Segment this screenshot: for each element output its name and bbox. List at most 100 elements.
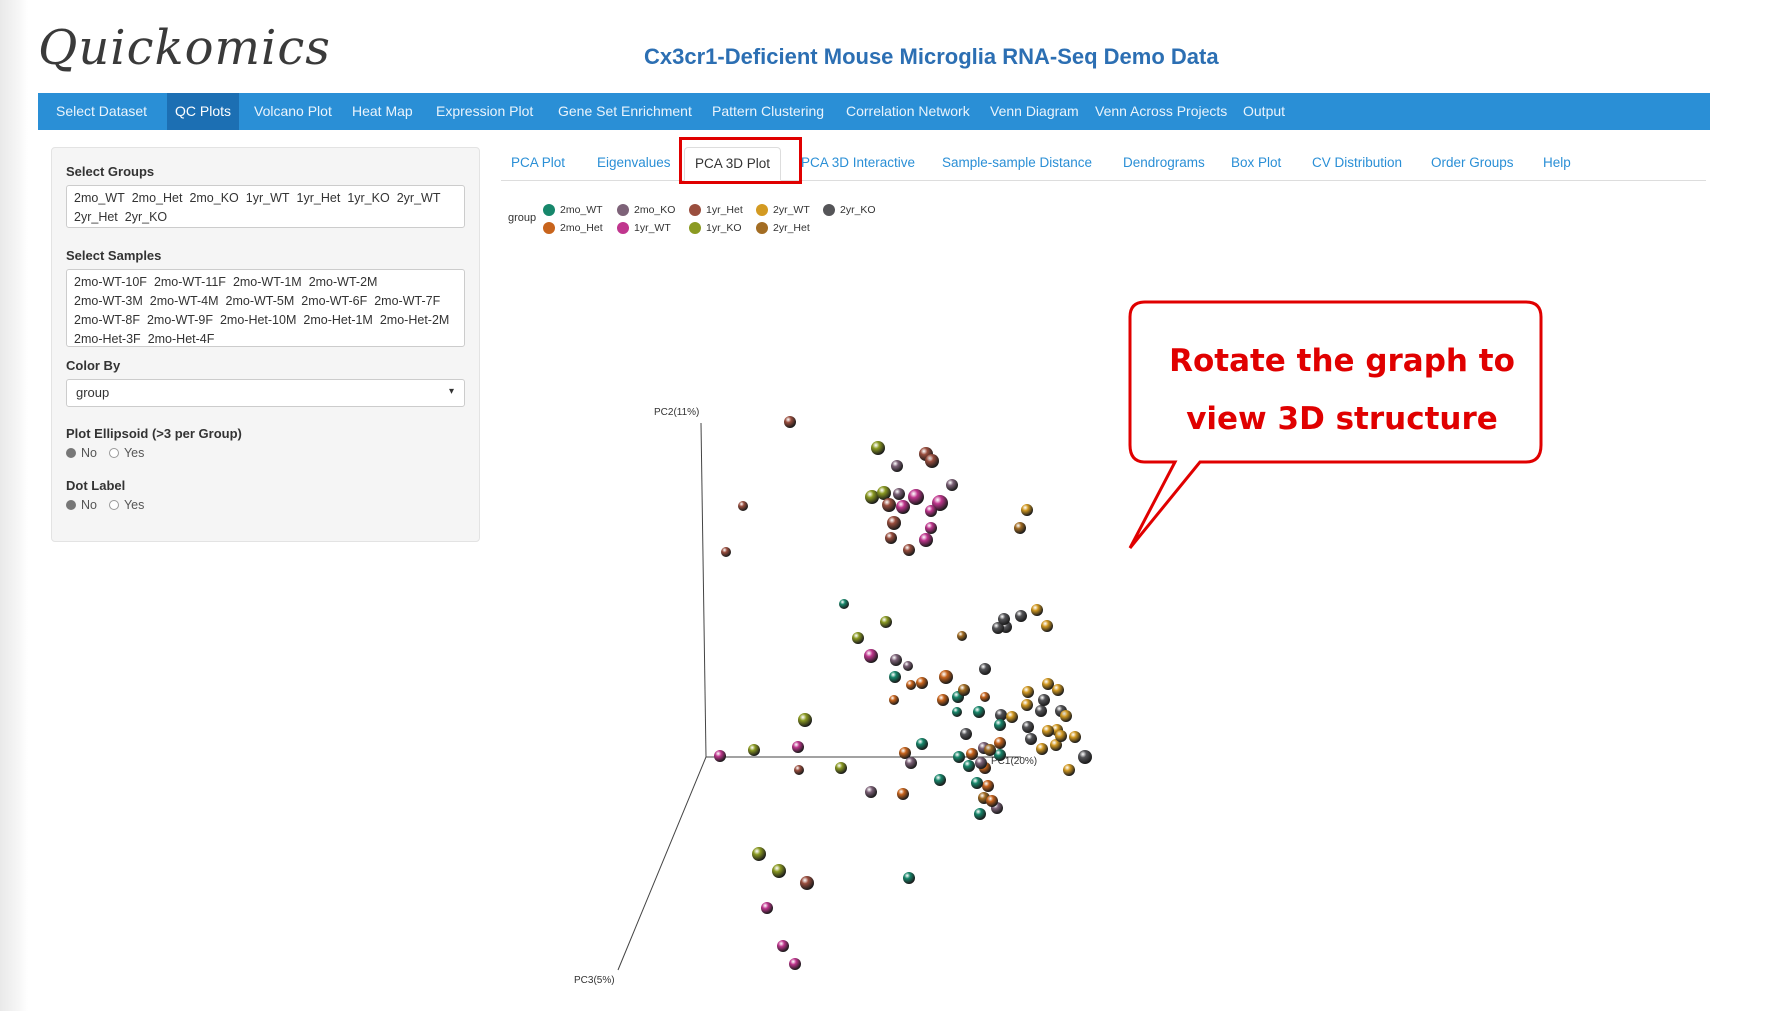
callout-line-1: Rotate the graph to <box>1169 343 1515 379</box>
sample-point <box>952 707 962 717</box>
main-navbar: Select Dataset QC Plots Volcano Plot Hea… <box>38 93 1710 130</box>
sample-point <box>800 876 814 890</box>
sample-point <box>982 780 994 792</box>
sample-chip[interactable]: 2mo-WT-1M <box>232 275 302 289</box>
sample-point <box>975 757 987 769</box>
select-samples-label: Select Samples <box>66 248 162 263</box>
select-samples-input[interactable]: 2mo-WT-10F 2mo-WT-11F 2mo-WT-1M 2mo-WT-2… <box>66 269 465 347</box>
sample-point <box>889 695 899 705</box>
tab-eigenvalues[interactable]: Eigenvalues <box>597 155 671 170</box>
sample-point <box>1022 686 1034 698</box>
pc2-axis-label: PC2(11%) <box>654 407 699 418</box>
sample-chip[interactable]: 2mo-Het-1M <box>303 313 373 327</box>
group-chip[interactable]: 1yr_KO <box>347 191 390 205</box>
sample-point <box>1060 710 1072 722</box>
tab-order-groups[interactable]: Order Groups <box>1431 155 1514 170</box>
chevron-down-icon: ▾ <box>448 386 454 397</box>
nav-gene-set-enrichment[interactable]: Gene Set Enrichment <box>558 103 692 119</box>
sample-point <box>882 498 896 512</box>
nav-correlation-network[interactable]: Correlation Network <box>846 103 970 119</box>
pc1-axis-label: PC1(20%) <box>991 756 1037 767</box>
sample-chip[interactable]: 2mo-WT-6F <box>301 294 368 308</box>
nav-select-dataset[interactable]: Select Dataset <box>56 103 148 119</box>
legend-label: 2yr_KO <box>840 204 876 216</box>
sample-point <box>748 744 760 756</box>
tab-sample-distance[interactable]: Sample-sample Distance <box>942 155 1093 170</box>
legend-swatch <box>543 204 555 216</box>
tab-pca-3d-interactive[interactable]: PCA 3D Interactive <box>801 155 916 170</box>
radio-no[interactable] <box>66 448 76 458</box>
sample-chip[interactable]: 2mo-WT-10F <box>74 275 147 289</box>
sample-chip[interactable]: 2mo-WT-9F <box>146 313 213 327</box>
sample-point <box>789 958 801 970</box>
sample-point <box>957 631 967 641</box>
radio-yes[interactable] <box>108 448 119 458</box>
sample-point <box>903 872 915 884</box>
group-chip[interactable]: 2mo_WT <box>74 191 125 205</box>
sample-point <box>1015 610 1027 622</box>
sample-chip[interactable]: 2mo-Het-10M <box>219 313 297 327</box>
radio-no[interactable] <box>66 500 76 510</box>
sample-chip[interactable]: 2mo-WT-5M <box>225 294 295 308</box>
group-chip[interactable]: 1yr_Het <box>296 191 341 205</box>
sample-point <box>1063 764 1075 776</box>
sample-chip[interactable]: 2mo-WT-11F <box>153 275 226 289</box>
legend-swatch <box>617 222 629 234</box>
group-chip[interactable]: 2yr_WT <box>396 191 441 205</box>
pca-3d-plot[interactable]: PC2(11%) PC1(20%) PC3(5%) <box>501 190 1151 990</box>
nav-volcano-plot[interactable]: Volcano Plot <box>254 103 332 119</box>
sample-point <box>984 744 996 756</box>
sample-chip[interactable]: 2mo-WT-3M <box>74 294 143 308</box>
tab-pca-3d-plot[interactable]: PCA 3D Plot <box>684 147 782 181</box>
sample-point <box>925 454 939 468</box>
sample-point <box>1014 522 1026 534</box>
callout-text: Rotate the graph to view 3D structure <box>1136 332 1548 448</box>
sample-point <box>946 479 958 491</box>
sample-point <box>958 684 970 696</box>
sample-point <box>905 757 917 769</box>
tab-box-plot[interactable]: Box Plot <box>1231 155 1282 170</box>
sample-chip[interactable]: 2mo-Het-3F <box>74 332 141 346</box>
legend-swatch <box>617 204 629 216</box>
nav-heat-map[interactable]: Heat Map <box>352 103 413 119</box>
nav-venn-diagram[interactable]: Venn Diagram <box>990 103 1079 119</box>
group-chip[interactable]: 2yr_Het <box>74 210 118 224</box>
sample-point <box>890 654 902 666</box>
color-by-value: group <box>76 385 110 400</box>
sample-chip[interactable]: 2mo-WT-7F <box>374 294 441 308</box>
legend-label: 1yr_WT <box>634 222 671 234</box>
nav-pattern-clustering[interactable]: Pattern Clustering <box>712 103 825 119</box>
sample-point <box>772 864 786 878</box>
sample-chip[interactable]: 2mo-WT-2M <box>308 275 378 289</box>
group-chip[interactable]: 1yr_WT <box>245 191 290 205</box>
callout-shape <box>1128 300 1543 549</box>
sample-point <box>932 495 948 511</box>
sample-chip[interactable]: 2mo-WT-4M <box>149 294 219 308</box>
tab-pca-plot[interactable]: PCA Plot <box>511 155 566 170</box>
sample-point <box>974 808 986 820</box>
color-by-select[interactable]: group ▾ <box>66 379 465 407</box>
nav-qc-plots[interactable]: QC Plots <box>167 93 240 130</box>
sample-point <box>1078 750 1092 764</box>
legend-label: 2yr_WT <box>773 204 810 216</box>
radio-yes[interactable] <box>108 500 119 510</box>
sample-chip[interactable]: 2mo-WT-8F <box>74 313 140 327</box>
pc3-axis <box>617 756 707 971</box>
nav-output[interactable]: Output <box>1243 103 1286 119</box>
tab-help[interactable]: Help <box>1543 155 1571 170</box>
nav-expression-plot[interactable]: Expression Plot <box>436 103 534 119</box>
group-chip[interactable]: 2mo_KO <box>189 191 239 205</box>
group-chip[interactable]: 2yr_KO <box>124 210 168 224</box>
select-groups-input[interactable]: 2mo_WT 2mo_Het 2mo_KO 1yr_WT 1yr_Het 1yr… <box>66 185 465 228</box>
tab-dendrograms[interactable]: Dendrograms <box>1123 155 1205 170</box>
nav-venn-across-projects[interactable]: Venn Across Projects <box>1095 103 1228 119</box>
legend-item: 2mo_WT <box>543 204 603 216</box>
group-chip[interactable]: 2mo_Het <box>131 191 183 205</box>
sample-point <box>798 713 812 727</box>
sample-chip[interactable]: 2mo-Het-2M <box>379 313 450 327</box>
tab-cv-distribution[interactable]: CV Distribution <box>1312 155 1403 170</box>
sample-point <box>871 441 885 455</box>
sample-point <box>1025 733 1037 745</box>
sample-chip[interactable]: 2mo-Het-4F <box>147 332 215 346</box>
pc2-axis <box>700 422 707 758</box>
